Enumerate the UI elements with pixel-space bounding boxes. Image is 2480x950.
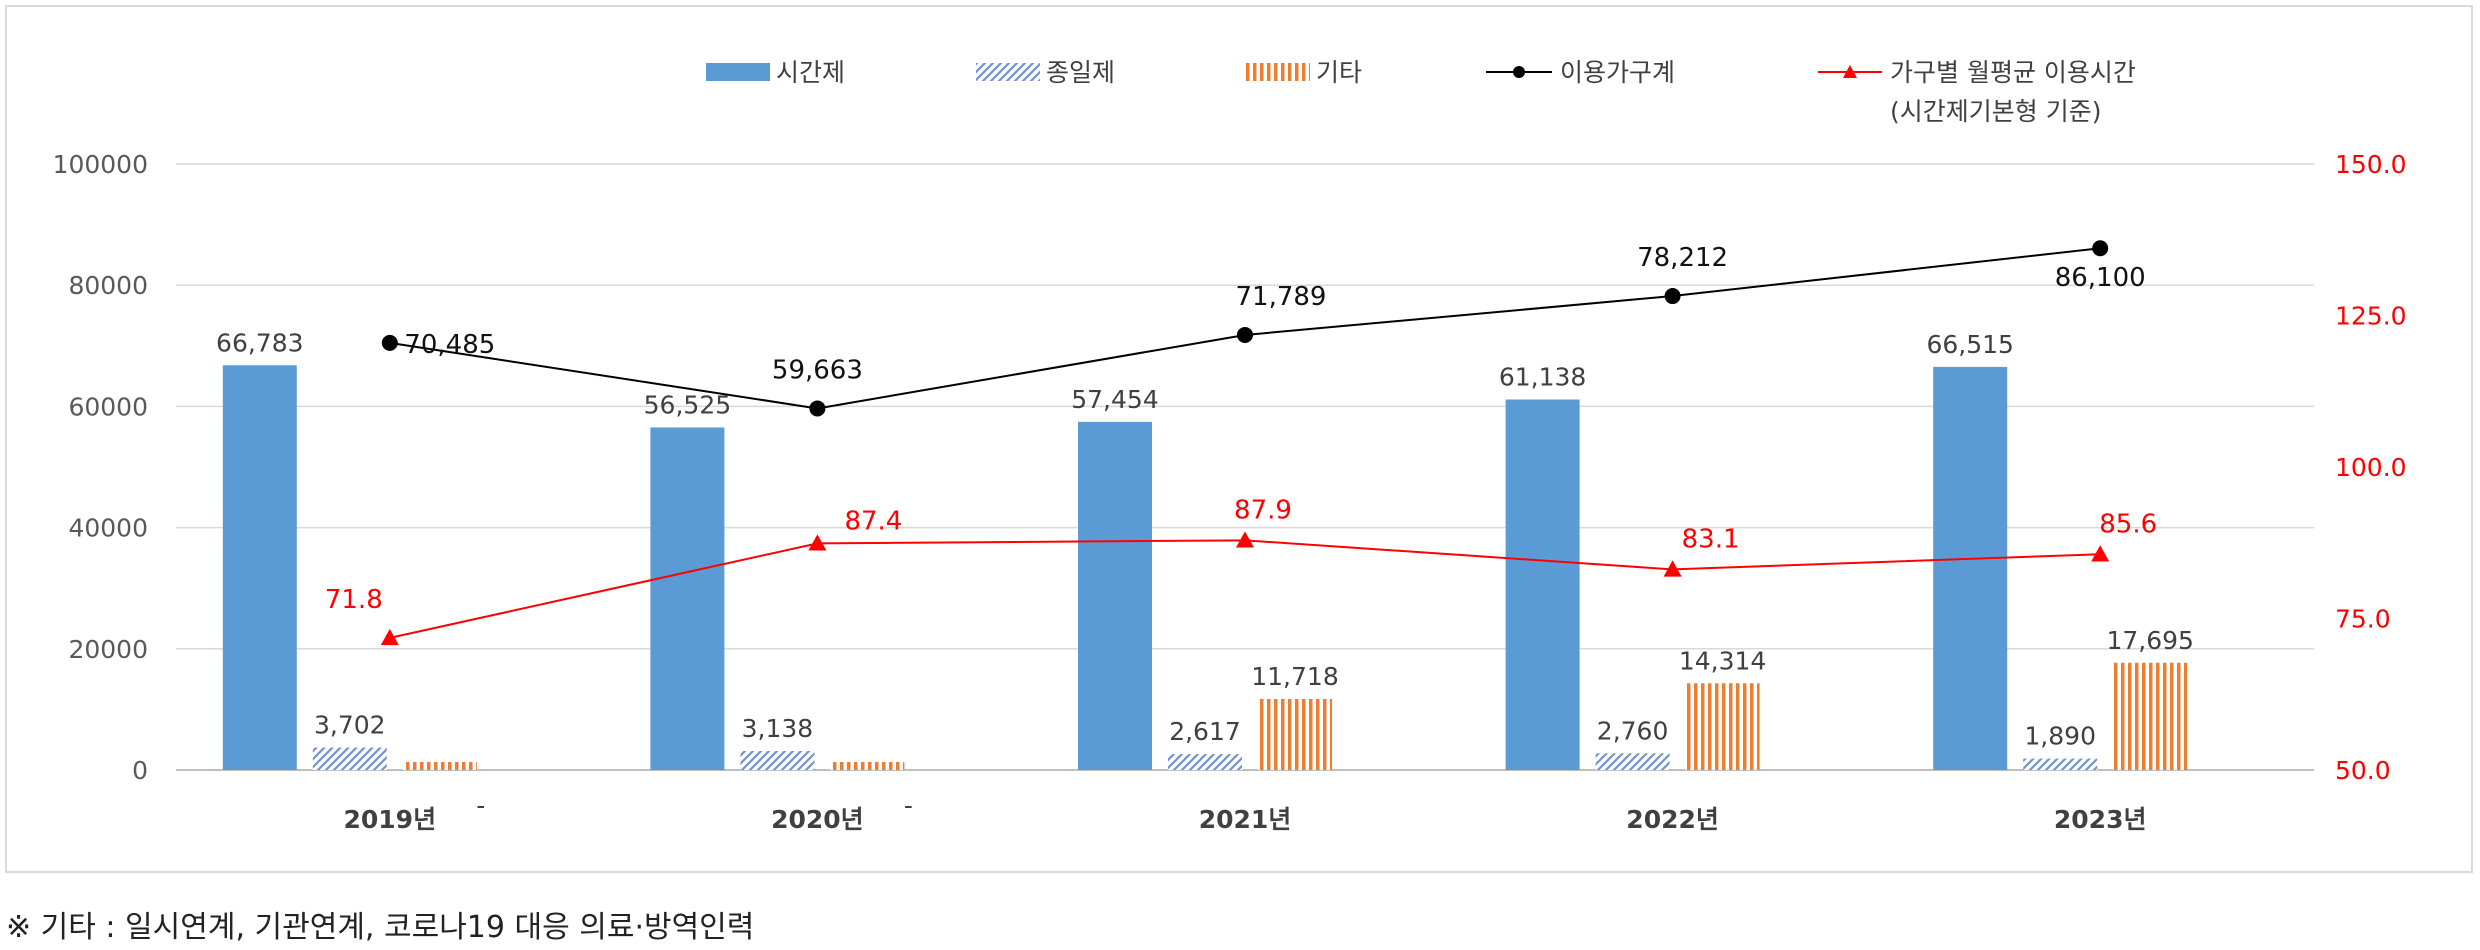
bar-hourly [1505,399,1580,770]
footnote: ※ 기타 : 일시연계, 기관연계, 코로나19 대응 의료·방역인력 [6,910,755,945]
point-hours [808,534,827,551]
bar-fullday [1595,753,1670,770]
right-tick-label: 125.0 [2335,302,2407,331]
chart-svg: 0 20000 40000 60000 80000 100000 50.0 75.0 100.0… [53,58,2407,834]
bar-label: 61,138 [1499,363,1586,392]
legend-label-fullday: 종일제 [1046,58,1115,87]
bar-other [1685,683,1760,770]
left-tick-label: 0 [132,756,148,785]
legend-label-hourly: 시간제 [776,58,845,87]
point-hours [2091,545,2110,562]
bar-label: 1,890 [2024,722,2096,751]
legend-label-hours: 가구별 월평균 이용시간 [1890,58,2136,87]
x-tick-label: 2021년 [1199,805,1292,834]
label-hours: 87.4 [844,506,902,536]
bar-label: 66,783 [216,328,303,357]
bar-label-other-dash: - [476,791,485,820]
left-tick-label: 60000 [68,392,148,421]
point-hours [380,628,399,646]
bar-other [1258,698,1332,770]
bar-hourly [1933,366,2008,770]
bar-label: 57,454 [1071,385,1158,414]
right-tick-label: 75.0 [2335,605,2391,634]
bar-label-other-dash: - [904,791,913,820]
label-households: 70,485 [404,330,495,360]
bar-fullday [740,750,815,770]
x-tick-label: 2019년 [344,805,437,834]
label-hours: 87.9 [1234,495,1292,525]
legend-label-other: 기타 [1316,58,1362,87]
legend-label-households: 이용가구계 [1560,58,1675,87]
x-tick-label: 2023년 [2054,805,2147,834]
bar-label: 17,695 [2106,626,2193,655]
left-tick-label: 20000 [68,635,148,664]
x-tick-label: 2022년 [1626,805,1719,834]
point-households [381,334,398,351]
legend-swatch-other [1246,63,1310,81]
bar-other [2113,662,2188,770]
bar-hourly [1078,421,1152,770]
bar-hourly [222,365,297,770]
bar-fullday [1168,754,1242,770]
right-tick-label: 150.0 [2335,150,2407,179]
label-hours: 71.8 [325,585,383,615]
label-households: 71,789 [1236,282,1327,312]
legend-marker-households [1513,66,1525,78]
bar-label: 66,515 [1926,330,2013,359]
right-tick-label: 100.0 [2335,453,2407,482]
left-tick-label: 100000 [53,150,148,179]
point-hours [1663,560,1682,577]
line-hours [389,539,2101,639]
left-tick-label: 80000 [68,271,148,300]
bar-label: 56,525 [644,390,731,419]
point-hours [1236,531,1254,548]
bar-label: 2,760 [1597,716,1669,745]
bar-other [402,762,477,770]
bar-fullday [312,747,387,770]
point-households [1237,326,1253,343]
bar-label: 3,702 [314,711,386,740]
bar-hourly [650,427,725,770]
bar-label: 3,138 [742,714,814,743]
label-hours: 85.6 [2099,509,2157,539]
bar-other [830,762,905,770]
legend-swatch-hourly [706,63,770,81]
label-households: 86,100 [2055,263,2146,293]
label-hours: 83.1 [1682,524,1740,554]
label-households: 78,212 [1637,243,1728,273]
bar-label: 2,617 [1169,717,1241,746]
label-households: 59,663 [772,355,863,385]
right-tick-label: 50.0 [2335,756,2391,785]
legend-marker-hours [1843,65,1857,78]
legend-swatch-fullday [976,63,1040,81]
bar-label: 14,314 [1679,646,1766,675]
x-tick-label: 2020년 [771,805,864,834]
point-households [1664,288,1681,305]
point-households [809,400,826,417]
legend-label-hours-sub: (시간제기본형 기준) [1890,97,2101,126]
bar-label: 11,718 [1251,662,1338,691]
left-tick-label: 40000 [68,514,148,543]
point-households [2092,240,2109,257]
bar-fullday [2023,758,2098,770]
chart-frame [5,5,2473,873]
